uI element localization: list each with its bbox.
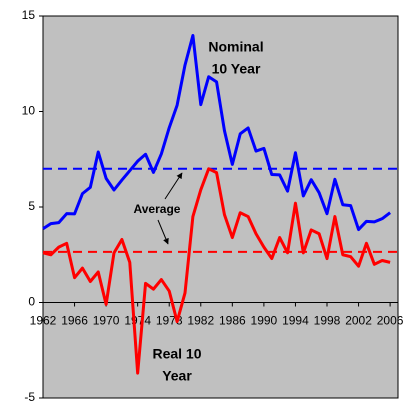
x-tick-label: 1962 <box>30 314 57 328</box>
annotation: Average <box>134 202 181 216</box>
y-tick-label: -5 <box>24 390 35 404</box>
y-tick-label: 5 <box>28 199 35 213</box>
y-tick-label: 0 <box>28 295 35 309</box>
annotation: Real 10 <box>152 346 201 362</box>
series-line <box>42 167 391 375</box>
y-tick-label: 15 <box>22 8 36 22</box>
plot-area <box>42 15 399 399</box>
x-tick-label: 1966 <box>61 314 88 328</box>
arrow <box>157 219 169 245</box>
arrow <box>164 172 183 200</box>
x-tick-label: 1982 <box>187 314 214 328</box>
x-tick-label: 1990 <box>251 314 278 328</box>
annotation: Year <box>162 368 192 384</box>
x-tick-label: 1970 <box>93 314 120 328</box>
x-tick-label: 1994 <box>282 314 309 328</box>
x-tick-label: 1974 <box>124 314 151 328</box>
series-line <box>42 33 392 232</box>
x-tick-label: 1986 <box>219 314 246 328</box>
x-tick-label: 1998 <box>314 314 341 328</box>
x-tick-label: 2002 <box>345 314 372 328</box>
y-tick-label: 10 <box>22 104 36 118</box>
annotation: 10 Year <box>212 61 261 77</box>
x-tick-label: 2006 <box>377 314 404 328</box>
annotation: Nominal <box>208 39 263 55</box>
